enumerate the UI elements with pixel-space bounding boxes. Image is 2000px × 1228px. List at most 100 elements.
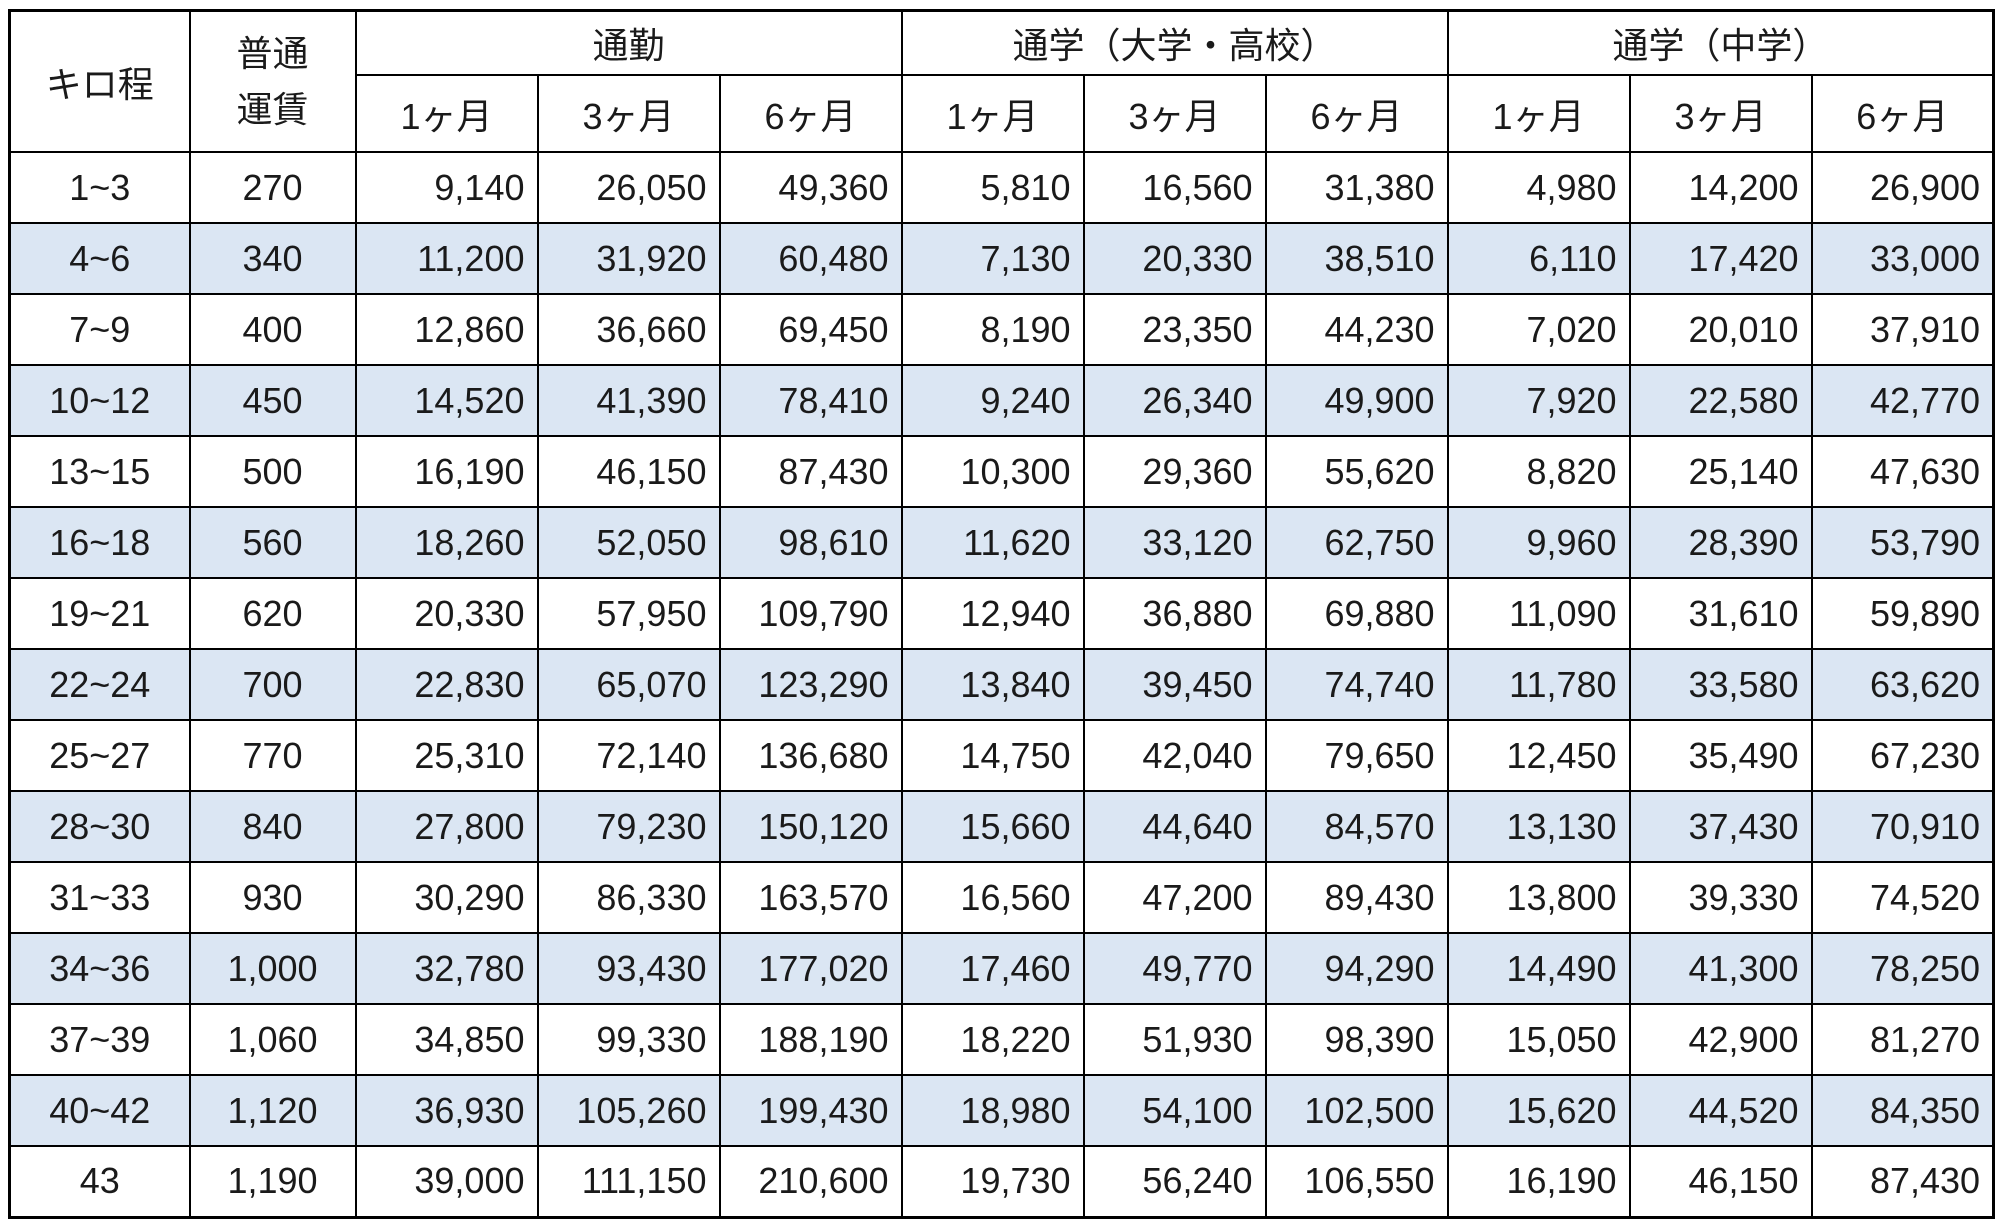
month-header-8: 6ヶ月 [1810, 74, 1995, 153]
regular-fare-value: 450 [188, 364, 357, 437]
pass-fare-value: 30,290 [354, 861, 539, 934]
pass-fare-value: 42,900 [1628, 1003, 1813, 1076]
pass-fare-value: 55,620 [1264, 435, 1449, 508]
pass-fare-value: 18,980 [900, 1074, 1085, 1147]
pass-fare-value: 18,220 [900, 1003, 1085, 1076]
pass-fare-value: 33,120 [1082, 506, 1267, 579]
pass-fare-value: 11,200 [354, 222, 539, 295]
regular-fare-value: 500 [188, 435, 357, 508]
distance-range: 19~21 [8, 577, 191, 650]
pass-fare-value: 69,880 [1264, 577, 1449, 650]
month-header-2: 6ヶ月 [718, 74, 903, 153]
table-row: 16~18 560 18,260 52,050 98,610 11,620 33,120 62… [8, 506, 1995, 579]
pass-fare-value: 46,150 [536, 435, 721, 508]
header-group-row: キロ程 普通 運賃 通勤 通学（大学・高校） 通学（中学） [8, 9, 1995, 153]
regular-fare-value: 340 [188, 222, 357, 295]
regular-fare-value: 560 [188, 506, 357, 579]
pass-fare-value: 72,140 [536, 719, 721, 792]
distance-range: 16~18 [8, 506, 191, 579]
pass-fare-value: 98,390 [1264, 1003, 1449, 1076]
months-row: 1ヶ月 3ヶ月 6ヶ月 1ヶ月 3ヶ月 6ヶ月 1ヶ月 3ヶ月 6ヶ月 [10, 74, 1995, 153]
pass-fare-value: 49,770 [1082, 932, 1267, 1005]
commuter-pass-fare-table: キロ程 普通 運賃 通勤 通学（大学・高校） 通学（中学） 1ヶ月 3ヶ月 6ヶ月 1… [8, 9, 1996, 1219]
pass-fare-value: 14,750 [900, 719, 1085, 792]
pass-fare-value: 12,860 [354, 293, 539, 366]
pass-fare-value: 39,000 [354, 1145, 539, 1218]
table-row: 34~36 1,000 32,780 93,430 177,020 17,460 49,77… [8, 932, 1995, 1005]
regular-fare-header-line1: 普通 [236, 32, 309, 74]
distance-range: 31~33 [8, 861, 191, 934]
pass-fare-value: 26,900 [1810, 151, 1995, 224]
pass-fare-value: 44,230 [1264, 293, 1449, 366]
pass-fare-value: 33,000 [1810, 222, 1995, 295]
month-header-6: 1ヶ月 [1446, 74, 1631, 153]
table-row: 28~30 840 27,800 79,230 150,120 15,660 44,640 8… [8, 790, 1995, 863]
regular-fare-value: 1,000 [188, 932, 357, 1005]
table-header: キロ程 普通 運賃 通勤 通学（大学・高校） 通学（中学） 1ヶ月 3ヶ月 6ヶ月 1… [8, 9, 1995, 153]
pass-fare-value: 15,660 [900, 790, 1085, 863]
pass-fare-value: 22,830 [354, 648, 539, 721]
month-header-0: 1ヶ月 [354, 74, 539, 153]
pass-fare-value: 19,730 [900, 1145, 1085, 1218]
pass-fare-value: 13,840 [900, 648, 1085, 721]
pass-fare-value: 87,430 [718, 435, 903, 508]
pass-fare-value: 210,600 [718, 1145, 903, 1218]
table-row: 10~12 450 14,520 41,390 78,410 9,240 26,340 49,… [8, 364, 1995, 437]
regular-fare-header: 普通 運賃 [188, 9, 357, 153]
pass-fare-value: 34,850 [354, 1003, 539, 1076]
regular-fare-value: 840 [188, 790, 357, 863]
pass-fare-value: 87,430 [1810, 1145, 1995, 1218]
pass-fare-value: 78,410 [718, 364, 903, 437]
table-row: 25~27 770 25,310 72,140 136,680 14,750 42,040 7… [8, 719, 1995, 792]
pass-fare-value: 99,330 [536, 1003, 721, 1076]
pass-fare-value: 16,190 [354, 435, 539, 508]
regular-fare-value: 1,120 [188, 1074, 357, 1147]
pass-fare-value: 13,800 [1446, 861, 1631, 934]
pass-fare-value: 38,510 [1264, 222, 1449, 295]
kilometer-range-header: キロ程 [8, 9, 191, 153]
pass-fare-value: 51,930 [1082, 1003, 1267, 1076]
pass-fare-value: 46,150 [1628, 1145, 1813, 1218]
pass-fare-value: 17,420 [1628, 222, 1813, 295]
pass-fare-value: 67,230 [1810, 719, 1995, 792]
pass-fare-value: 42,040 [1082, 719, 1267, 792]
month-header-4: 3ヶ月 [1082, 74, 1267, 153]
table-row: 40~42 1,120 36,930 105,260 199,430 18,980 54,1… [8, 1074, 1995, 1147]
pass-fare-value: 20,330 [1082, 222, 1267, 295]
pass-fare-value: 109,790 [718, 577, 903, 650]
regular-fare-value: 1,060 [188, 1003, 357, 1076]
pass-fare-value: 20,010 [1628, 293, 1813, 366]
pass-fare-value: 16,190 [1446, 1145, 1631, 1218]
regular-fare-value: 700 [188, 648, 357, 721]
pass-fare-value: 25,310 [354, 719, 539, 792]
regular-fare-value: 1,190 [188, 1145, 357, 1218]
pass-fare-value: 36,930 [354, 1074, 539, 1147]
pass-fare-value: 36,660 [536, 293, 721, 366]
pass-fare-value: 33,580 [1628, 648, 1813, 721]
table-row: 7~9 400 12,860 36,660 69,450 8,190 23,350 44,23… [8, 293, 1995, 366]
pass-fare-value: 26,050 [536, 151, 721, 224]
pass-fare-value: 37,910 [1810, 293, 1995, 366]
distance-range: 22~24 [8, 648, 191, 721]
pass-fare-value: 8,190 [900, 293, 1085, 366]
pass-fare-value: 79,650 [1264, 719, 1449, 792]
regular-fare-value: 400 [188, 293, 357, 366]
pass-fare-value: 54,100 [1082, 1074, 1267, 1147]
commute-group-header: 通勤 [354, 9, 903, 76]
pass-fare-value: 106,550 [1264, 1145, 1449, 1218]
pass-fare-value: 39,450 [1082, 648, 1267, 721]
pass-fare-value: 4,980 [1446, 151, 1631, 224]
pass-fare-value: 18,260 [354, 506, 539, 579]
pass-fare-value: 32,780 [354, 932, 539, 1005]
pass-fare-value: 14,490 [1446, 932, 1631, 1005]
pass-fare-value: 36,880 [1082, 577, 1267, 650]
pass-fare-value: 65,070 [536, 648, 721, 721]
pass-fare-value: 89,430 [1264, 861, 1449, 934]
pass-fare-value: 69,450 [718, 293, 903, 366]
distance-range: 40~42 [8, 1074, 191, 1147]
pass-fare-value: 84,350 [1810, 1074, 1995, 1147]
regular-fare-value: 770 [188, 719, 357, 792]
pass-fare-value: 5,810 [900, 151, 1085, 224]
distance-range: 43 [8, 1145, 191, 1218]
